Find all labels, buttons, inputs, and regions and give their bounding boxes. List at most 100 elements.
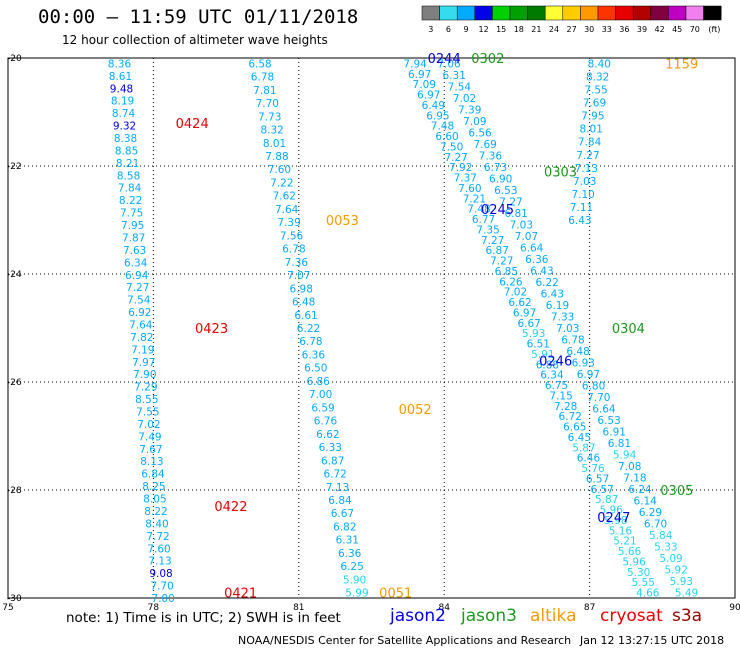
colorbar-swatch xyxy=(632,5,652,21)
y-tick-label: -30 xyxy=(7,594,22,604)
wave-height-label: 7.67 xyxy=(139,444,162,456)
wave-height-label: 6.81 xyxy=(608,438,631,450)
wave-height-label: 7.35 xyxy=(476,224,499,236)
wave-height-label: 7.11 xyxy=(570,202,593,214)
wave-height-label: 7.63 xyxy=(123,245,146,257)
wave-height-label: 7.28 xyxy=(554,401,577,413)
wave-height-label: 6.77 xyxy=(472,214,495,226)
wave-height-label: 6.14 xyxy=(634,496,658,508)
wave-height-label: 8.61 xyxy=(109,71,132,83)
wave-height-label: 6.53 xyxy=(494,185,517,197)
time-label: 0302 xyxy=(471,52,504,67)
wave-height-label: 6.43 xyxy=(541,288,564,300)
wave-height-label: 6.82 xyxy=(333,521,356,533)
time-label: 0052 xyxy=(399,403,432,418)
wave-height-label: 7.48 xyxy=(431,121,454,133)
wave-height-label: 8.40 xyxy=(588,58,611,70)
y-tick-label: -20 xyxy=(7,54,22,64)
wave-height-label: 6.51 xyxy=(527,339,550,351)
wave-height-label: 6.57 xyxy=(586,473,609,485)
wave-height-label: 7.55 xyxy=(584,85,607,97)
wave-height-label: 7.54 xyxy=(448,81,472,93)
time-label: 0303 xyxy=(544,165,577,180)
colorbar-swatch xyxy=(562,5,581,21)
wave-height-label: 8.55 xyxy=(135,394,158,406)
wave-height-label: 6.78 xyxy=(299,336,322,348)
wave-height-label: 6.78 xyxy=(251,72,274,84)
wave-height-label: 7.84 xyxy=(578,137,602,149)
legend-jason3: jason3 xyxy=(461,606,517,626)
wave-height-label: 6.31 xyxy=(443,70,466,82)
wave-height-label: 7.90 xyxy=(133,369,156,381)
wave-height-label: 7.49 xyxy=(138,431,161,443)
colorbar-swatch xyxy=(527,5,546,21)
wave-height-label: 7.92 xyxy=(449,162,472,174)
wave-height-label: 6.67 xyxy=(331,508,354,520)
wave-height-label: 6.56 xyxy=(468,127,492,139)
colorbar-tick-label: 36 xyxy=(619,25,629,34)
colorbar-tick-label: 6 xyxy=(446,25,451,34)
wave-height-label: 6.72 xyxy=(323,469,346,481)
wave-height-label: 7.36 xyxy=(285,257,309,269)
wave-height-label: 9.08 xyxy=(149,568,172,580)
wave-height-label: 5.87 xyxy=(595,494,618,506)
wave-height-label: 6.62 xyxy=(508,297,531,309)
colorbar-swatch xyxy=(597,5,616,21)
wave-height-label: 7.13 xyxy=(148,556,171,568)
wave-height-label: 8.22 xyxy=(144,506,167,518)
colorbar-tick-label: 39 xyxy=(637,25,647,34)
wave-height-label: 4.66 xyxy=(636,588,660,600)
wave-height-label: 5.55 xyxy=(632,577,655,589)
wave-height-label: 7.60 xyxy=(268,164,291,176)
colorbar-swatch xyxy=(668,5,687,21)
wave-height-label: 6.49 xyxy=(422,100,445,112)
wave-height-label: 6.87 xyxy=(486,245,509,257)
wave-height-label: 7.06 xyxy=(437,58,461,70)
wave-height-label: 9.32 xyxy=(113,121,136,133)
wave-height-label: 7.02 xyxy=(504,287,527,299)
wave-height-label: 6.48 xyxy=(566,346,589,358)
colorbar-tick-label: 21 xyxy=(531,25,541,34)
wave-height-label: 8.22 xyxy=(119,195,142,207)
colorbar-swatch xyxy=(492,5,511,21)
wave-height-label: 6.45 xyxy=(568,432,591,444)
wave-height-label: 6.26 xyxy=(499,276,523,288)
time-label: 1159 xyxy=(665,57,698,72)
wave-height-label: 6.61 xyxy=(294,310,317,322)
x-tick-label: 87 xyxy=(584,603,595,613)
wave-height-label: 6.34 xyxy=(540,370,564,382)
colorbar-tick-label: 18 xyxy=(514,25,524,34)
wave-height-label: 6.46 xyxy=(577,453,601,465)
wave-height-label: 5.84 xyxy=(649,530,673,542)
wave-height-label: 7.27 xyxy=(576,150,599,162)
wave-height-label: 8.01 xyxy=(580,124,603,136)
wave-height-label: 7.50 xyxy=(440,141,463,153)
wave-height-label: 6.86 xyxy=(306,376,330,388)
colorbar-swatch xyxy=(703,5,722,21)
footnote: note: 1) Time is in UTC; 2) SWH is in fe… xyxy=(66,610,341,626)
wave-height-label: 7.64 xyxy=(275,204,299,216)
colorbar-tick-label: 24 xyxy=(549,25,559,34)
wave-height-label: 7.18 xyxy=(623,473,646,485)
wave-height-label: 6.36 xyxy=(525,254,549,266)
wave-height-label: 7.97 xyxy=(132,357,155,369)
wave-height-label: 6.64 xyxy=(520,242,544,254)
wave-height-label: 6.43 xyxy=(530,265,553,277)
wave-height-label: 8.74 xyxy=(112,108,136,120)
wave-height-label: 7.84 xyxy=(118,183,142,195)
wave-height-label: 7.27 xyxy=(499,196,522,208)
wave-height-label: 7.95 xyxy=(581,111,604,123)
colorbar-tick-label: 12 xyxy=(479,25,489,34)
wave-height-label: 7.03 xyxy=(510,219,533,231)
wave-height-label: 6.73 xyxy=(484,162,507,174)
wave-height-label: 6.64 xyxy=(592,404,616,416)
wave-height-label: 7.54 xyxy=(127,295,151,307)
wave-height-label: 7.00 xyxy=(151,593,174,605)
wave-height-label: 6.87 xyxy=(321,455,344,467)
wave-height-label: 5.76 xyxy=(581,463,605,475)
wave-height-label: 5.99 xyxy=(345,588,368,600)
wave-height-label: 5.16 xyxy=(609,525,633,537)
wave-height-label: 7.07 xyxy=(287,270,310,282)
wave-height-label: 6.75 xyxy=(545,380,568,392)
wave-height-label: 5.21 xyxy=(613,536,636,548)
